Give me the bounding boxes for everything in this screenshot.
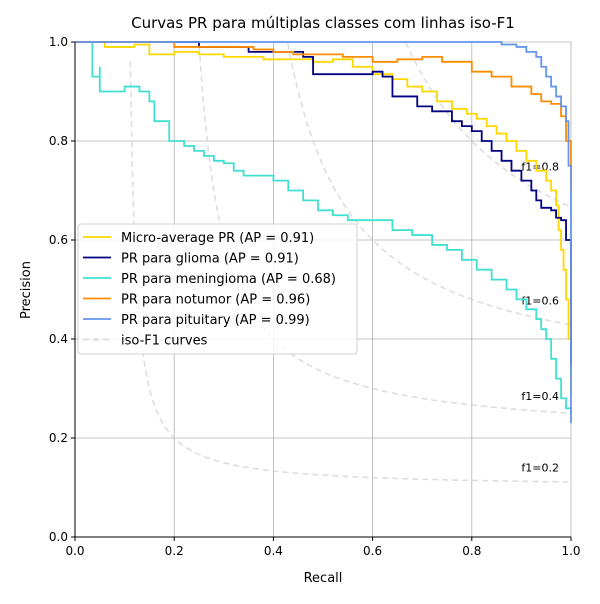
legend-label-4: PR para pituitary (AP = 0.99) [121, 313, 310, 328]
x-tick-label-0: 0.0 [65, 544, 84, 558]
chart-title: Curvas PR para múltiplas classes com lin… [131, 14, 515, 32]
legend-label-1: PR para glioma (AP = 0.91) [121, 252, 299, 267]
series-line-3 [75, 41, 572, 191]
axes [74, 42, 571, 538]
series-line-0 [75, 41, 572, 389]
x-axis-label: Recall [304, 571, 343, 586]
y-tick-label-2: 0.4 [49, 332, 68, 346]
x-tick-label-1: 0.2 [165, 544, 184, 558]
y-tick-label-3: 0.6 [49, 233, 68, 247]
y-tick-label-5: 1.0 [49, 35, 68, 49]
iso-f1-curve-3 [405, 42, 572, 208]
iso-f1-label-3: f1=0.8 [521, 161, 559, 174]
legend-label-3: PR para notumor (AP = 0.96) [121, 293, 310, 308]
y-tick-label-4: 0.8 [49, 134, 68, 148]
series-line-1 [75, 41, 572, 364]
iso-f1-label-0: f1=0.2 [521, 461, 559, 474]
legend-label-5: iso-F1 curves [121, 334, 208, 349]
legend-box [77, 223, 358, 355]
iso-f1-label-2: f1=0.6 [521, 294, 559, 307]
x-tick-label-3: 0.6 [363, 544, 382, 558]
series-line-2 [75, 41, 572, 414]
iso-f1-curves: f1=0.2 f1=0.4 f1=0.6 f1=0.8 [129, 42, 572, 483]
series-line-4 [75, 41, 572, 424]
tick-labels: 0.0 0.2 0.4 0.6 0.8 1.0 0.0 0.2 0.4 0.6 0.8 1.0 [49, 35, 581, 558]
x-tick-label-5: 1.0 [561, 544, 580, 558]
iso-f1-curve-2 [287, 43, 572, 326]
iso-f1-curve-1 [198, 45, 572, 415]
iso-f1-label-1: f1=0.4 [521, 390, 559, 403]
y-axis-label: Precision [19, 261, 34, 319]
x-tick-label-2: 0.4 [264, 544, 283, 558]
series-lines [75, 41, 572, 424]
y-tick-label-0: 0.0 [49, 530, 68, 544]
legend: Micro-average PR (AP = 0.91) PR para glio… [77, 223, 358, 355]
iso-f1-curve-0 [129, 61, 572, 483]
y-tick-label-1: 0.2 [49, 431, 68, 445]
legend-label-2: PR para meningioma (AP = 0.68) [121, 272, 336, 287]
x-tick-label-4: 0.8 [462, 544, 481, 558]
legend-label-0: Micro-average PR (AP = 0.91) [121, 231, 314, 246]
